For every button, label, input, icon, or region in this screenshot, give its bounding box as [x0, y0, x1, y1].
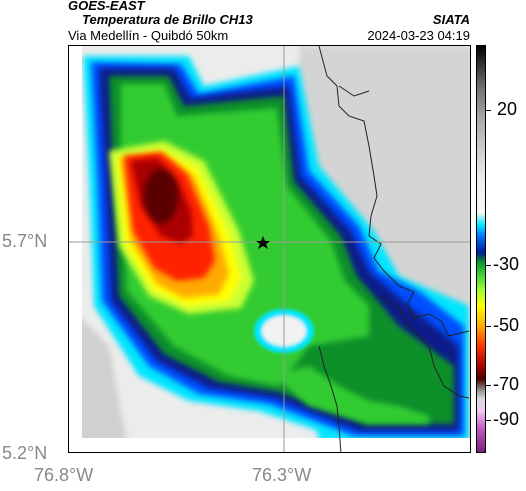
- route-subtitle: Via Medellín - Quibdó 50km: [68, 28, 229, 43]
- lat-label-5-7: 5.7°N: [2, 231, 48, 251]
- temperature-colorbar: [476, 45, 486, 453]
- colorbar-tick: [486, 265, 491, 266]
- lon-label-76-3: 76.3°W: [252, 465, 312, 485]
- brightness-temperature-field: [69, 46, 470, 452]
- colorbar-tick: [486, 326, 491, 327]
- colorbar-label-minus-30: -30: [493, 254, 520, 274]
- colorbar-tick: [486, 110, 491, 111]
- satellite-map: [68, 45, 471, 453]
- org-label: SIATA: [432, 12, 470, 27]
- colorbar-label-minus-50: -50: [493, 315, 520, 335]
- colorbar-label-minus-90: -90: [493, 409, 520, 429]
- colorbar-tick: [486, 385, 491, 386]
- lat-label-5-2: 5.2°N: [2, 443, 48, 463]
- lon-label-76-8: 76.8°W: [34, 465, 94, 485]
- product-title: Temperatura de Brillo CH13: [82, 12, 253, 27]
- star-marker-icon: [256, 236, 270, 249]
- colorbar-label-20: 20: [497, 99, 518, 119]
- datetime-label: 2024-03-23 04:19: [367, 28, 470, 43]
- colorbar-tick: [486, 420, 491, 421]
- satellite-title: GOES-EAST: [68, 0, 145, 13]
- colorbar-label-minus-70: -70: [493, 374, 520, 394]
